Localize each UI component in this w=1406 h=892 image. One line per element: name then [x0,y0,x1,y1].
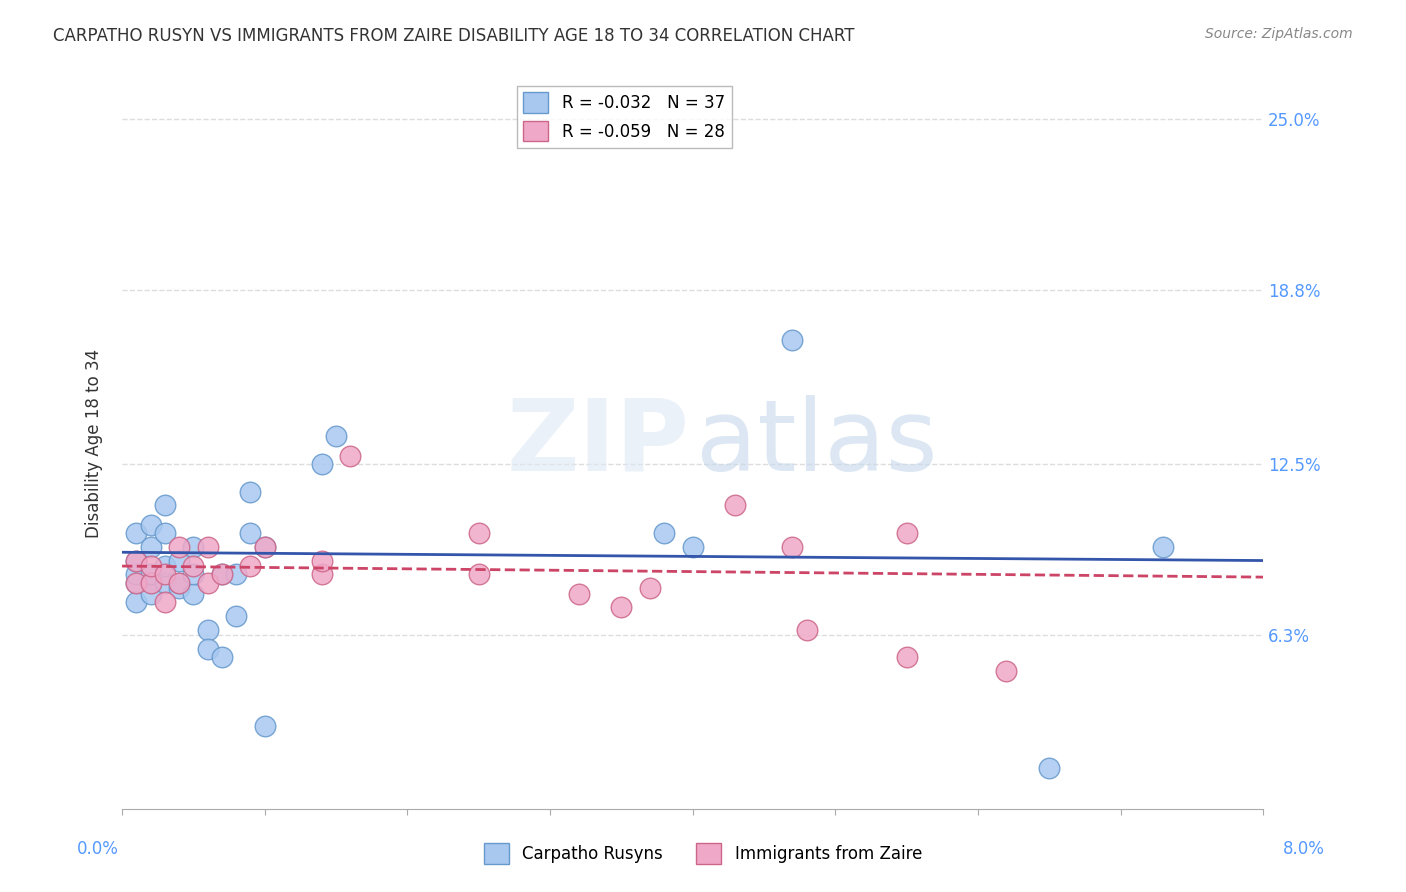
Point [253,719,276,733]
Text: 8.0%: 8.0% [1282,840,1324,858]
Point [325,429,347,443]
Point [153,575,176,590]
Point [197,540,219,554]
Point [125,553,148,567]
Point [467,525,489,540]
Point [139,559,162,574]
Point [167,581,190,595]
Text: ZIP: ZIP [506,395,689,491]
Point [183,540,205,554]
Point [652,525,675,540]
Point [183,559,205,574]
Point [197,641,219,656]
Point [239,525,262,540]
Point [153,559,176,574]
Point [125,567,148,582]
Point [610,600,633,615]
Point [995,664,1018,678]
Point [183,587,205,601]
Point [139,575,162,590]
Point [125,525,148,540]
Point [724,499,747,513]
Point [139,567,162,582]
Point [311,553,333,567]
Point [139,517,162,532]
Point [253,540,276,554]
Point [167,553,190,567]
Point [211,650,233,665]
Point [239,484,262,499]
Point [197,575,219,590]
Point [467,567,489,582]
Point [1152,540,1174,554]
Point [239,559,262,574]
Point [311,457,333,471]
Point [782,333,804,347]
Point [153,499,176,513]
Point [796,623,818,637]
Point [567,587,589,601]
Text: CARPATHO RUSYN VS IMMIGRANTS FROM ZAIRE DISABILITY AGE 18 TO 34 CORRELATION CHAR: CARPATHO RUSYN VS IMMIGRANTS FROM ZAIRE … [53,27,855,45]
Point [211,567,233,582]
Legend: R = -0.032   N = 37, R = -0.059   N = 28: R = -0.032 N = 37, R = -0.059 N = 28 [517,86,731,148]
Point [1038,761,1060,775]
Point [682,540,704,554]
Text: Source: ZipAtlas.com: Source: ZipAtlas.com [1205,27,1353,41]
Point [139,587,162,601]
Point [167,575,190,590]
Y-axis label: Disability Age 18 to 34: Disability Age 18 to 34 [86,349,103,538]
Point [153,525,176,540]
Point [896,650,918,665]
Point [167,540,190,554]
Point [225,608,247,623]
Point [211,567,233,582]
Point [896,525,918,540]
Point [125,575,148,590]
Point [782,540,804,554]
Point [125,595,148,609]
Point [139,540,162,554]
Point [225,567,247,582]
Point [311,567,333,582]
Point [167,575,190,590]
Point [125,553,148,567]
Point [125,575,148,590]
Point [153,567,176,582]
Point [153,595,176,609]
Legend: Carpatho Rusyns, Immigrants from Zaire: Carpatho Rusyns, Immigrants from Zaire [477,837,929,871]
Point [183,567,205,582]
Point [253,540,276,554]
Text: atlas: atlas [696,395,938,491]
Point [339,449,361,463]
Text: 0.0%: 0.0% [77,840,120,858]
Point [139,575,162,590]
Point [638,581,661,595]
Point [197,623,219,637]
